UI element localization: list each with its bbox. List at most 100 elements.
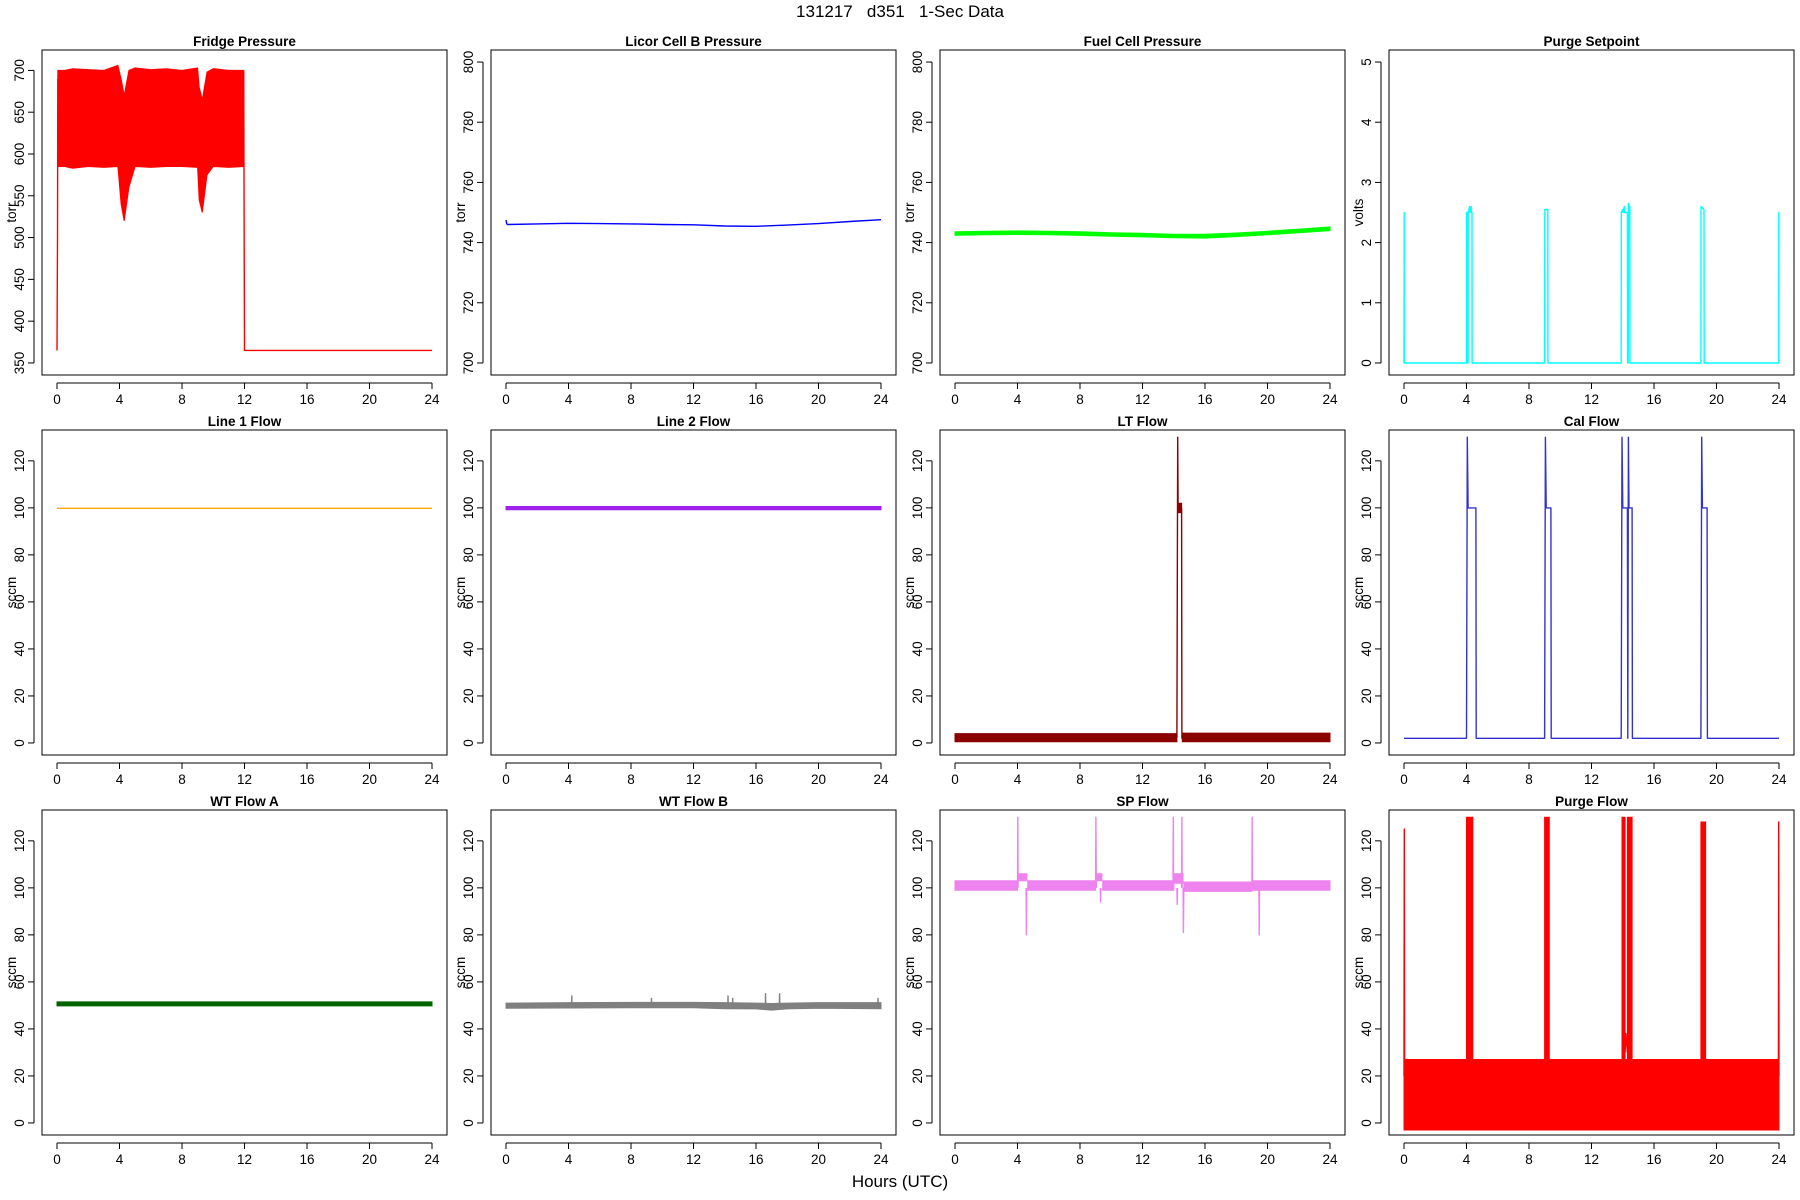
y-tick-label: 120 [12, 830, 27, 853]
x-tick-label: 8 [1525, 392, 1533, 407]
data-series [1403, 828, 1406, 1076]
x-tick-label: 16 [299, 772, 314, 787]
data-layer [1403, 816, 1780, 1131]
y-tick-label: 120 [461, 830, 476, 853]
y-tick-label: 60 [910, 594, 925, 609]
y-tick-label: 1 [1359, 299, 1374, 307]
y-tick-label: 800 [461, 51, 476, 74]
data-layer [505, 219, 882, 228]
y-tick-label: 60 [910, 974, 925, 989]
y-tick-label: 700 [12, 59, 27, 82]
data-series [505, 219, 882, 228]
y-tick-label: 80 [12, 547, 27, 562]
data-band [1466, 816, 1474, 1131]
x-tick-label: 4 [565, 1152, 573, 1167]
x-tick-label: 20 [1260, 392, 1275, 407]
data-band [1183, 881, 1253, 892]
chart-panel: WT Flow B sccm 0 4 8 12 16 20 24 0 20 40 60 80 100 120 [453, 794, 897, 1167]
y-tick-label: 2 [1359, 239, 1374, 247]
y-tick-label: 100 [910, 877, 925, 900]
x-tick-label: 16 [1197, 1152, 1212, 1167]
x-tick-label: 12 [237, 772, 252, 787]
y-tick-label: 80 [910, 927, 925, 942]
x-tick-label: 0 [502, 772, 510, 787]
data-band [954, 733, 1178, 743]
y-tick-label: 550 [12, 185, 27, 208]
plot-frame [939, 429, 1346, 756]
x-tick-label: 24 [1771, 772, 1787, 787]
y-tick-label: 20 [910, 1068, 925, 1083]
plot-frame [939, 49, 1346, 376]
x-tick-label: 12 [1135, 772, 1150, 787]
x-tick-label: 4 [116, 1152, 124, 1167]
chart-panel: WT Flow A sccm 0 4 8 12 16 20 24 0 20 40 60 80 100 120 [4, 794, 448, 1167]
y-tick-label: 450 [12, 268, 27, 291]
y-tick-label: 720 [910, 292, 925, 315]
y-tick-label: 780 [461, 111, 476, 134]
x-tick-label: 20 [1260, 1152, 1275, 1167]
x-tick-label: 4 [565, 392, 573, 407]
x-tick-label: 20 [362, 1152, 377, 1167]
y-tick-label: 60 [461, 594, 476, 609]
y-tick-label: 0 [461, 1119, 476, 1127]
y-tick-label: 20 [12, 688, 27, 703]
x-tick-label: 16 [1646, 772, 1661, 787]
x-tick-label: 12 [1135, 392, 1150, 407]
y-tick-label: 20 [12, 1068, 27, 1083]
y-axis-label: volts [1351, 198, 1366, 226]
data-series [1180, 816, 1183, 888]
y-tick-label: 700 [910, 352, 925, 375]
x-tick-label: 4 [1463, 1152, 1471, 1167]
x-tick-label: 0 [502, 1152, 510, 1167]
y-tick-label: 120 [461, 450, 476, 473]
x-tick-label: 20 [811, 392, 826, 407]
y-tick-label: 40 [910, 641, 925, 656]
y-tick-label: 780 [910, 111, 925, 134]
x-tick-label: 16 [1646, 1152, 1661, 1167]
x-tick-label: 20 [1709, 392, 1724, 407]
chart-panel: Line 2 Flow sccm 0 4 8 12 16 20 24 0 20 40 60 80 100 12… [453, 414, 897, 787]
data-band [1544, 816, 1550, 1131]
y-axis-label: sccm [1351, 957, 1366, 989]
y-tick-label: 80 [1359, 547, 1374, 562]
data-series [1094, 816, 1098, 888]
x-tick-label: 8 [1525, 1152, 1533, 1167]
x-tick-label: 24 [424, 1152, 440, 1167]
y-tick-label: 650 [12, 101, 27, 124]
x-tick-label: 4 [1014, 392, 1022, 407]
y-tick-label: 120 [1359, 830, 1374, 853]
y-tick-label: 40 [461, 641, 476, 656]
data-layer [1403, 202, 1780, 364]
plot-frame [1388, 809, 1795, 1136]
chart-panel: SP Flow sccm 0 4 8 12 16 20 24 0 20 40 60 80 100 120 [902, 794, 1346, 1167]
x-axis-caption: Hours (UTC) [851, 1172, 949, 1191]
x-tick-label: 24 [873, 1152, 889, 1167]
x-tick-label: 0 [1400, 772, 1408, 787]
data-band [1621, 816, 1626, 1131]
y-tick-label: 0 [12, 739, 27, 747]
data-layer [56, 1001, 433, 1007]
data-layer [505, 506, 882, 511]
x-tick-label: 16 [1197, 392, 1212, 407]
x-tick-label: 24 [424, 392, 440, 407]
data-series [1016, 816, 1019, 888]
y-tick-label: 0 [1359, 359, 1374, 367]
x-tick-label: 16 [299, 392, 314, 407]
data-band [954, 226, 1331, 239]
chart-panel: Line 1 Flow sccm 0 4 8 12 16 20 24 0 20 40 60 80 100 12… [4, 414, 448, 787]
x-tick-label: 12 [237, 392, 252, 407]
y-tick-label: 760 [910, 171, 925, 194]
plot-frame [1388, 49, 1795, 376]
chart-title: WT Flow B [659, 794, 728, 809]
data-layer [56, 64, 432, 352]
y-tick-label: 100 [12, 877, 27, 900]
data-band [56, 1001, 433, 1007]
y-tick-label: 0 [910, 739, 925, 747]
y-tick-label: 0 [461, 739, 476, 747]
data-series [1403, 202, 1780, 364]
data-layer [954, 436, 1331, 743]
data-band [1027, 880, 1097, 891]
x-tick-label: 0 [502, 392, 510, 407]
y-tick-label: 60 [1359, 594, 1374, 609]
x-tick-label: 4 [1463, 772, 1471, 787]
